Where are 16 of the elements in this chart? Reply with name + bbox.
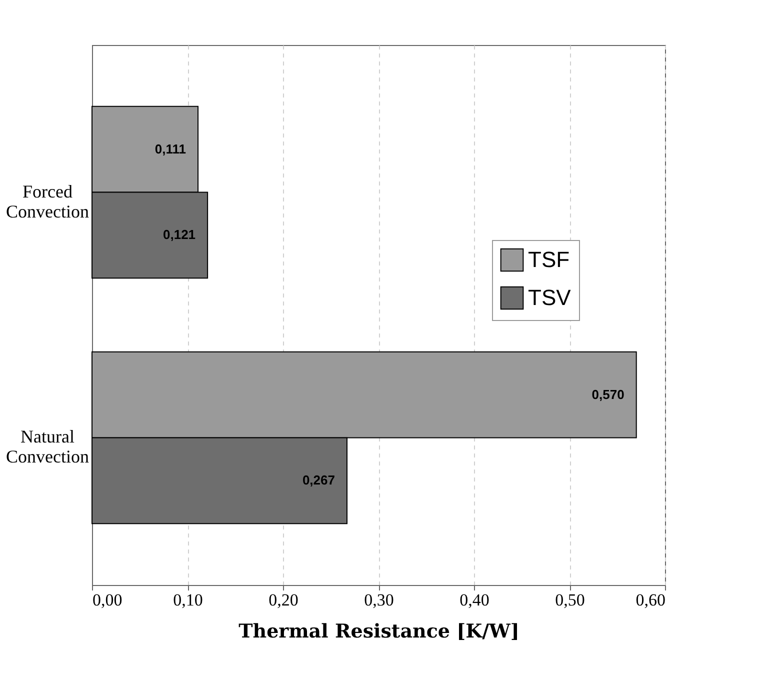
legend-label: TSV [528, 285, 572, 310]
data-label: 0,121 [163, 227, 196, 242]
x-tick-label: 0,20 [268, 590, 298, 610]
x-axis-title: Thermal Resistance [K/W] [238, 620, 520, 642]
x-tick-label: 0,50 [555, 590, 585, 610]
y-tick-label: Forced Convection [6, 181, 89, 222]
x-tick-label: 0,60 [636, 590, 666, 610]
x-tick-label: 0,00 [92, 590, 122, 610]
legend-label: TSF [528, 247, 570, 272]
y-tick-label: Natural Convection [6, 426, 89, 467]
x-tick-label: 0,40 [460, 590, 490, 610]
x-tick-label: 0,30 [364, 590, 394, 610]
data-label: 0,570 [592, 386, 624, 402]
x-tick-label: 0,10 [173, 590, 203, 610]
data-label: 0,267 [302, 472, 335, 488]
data-label: 0,111 [154, 141, 186, 156]
